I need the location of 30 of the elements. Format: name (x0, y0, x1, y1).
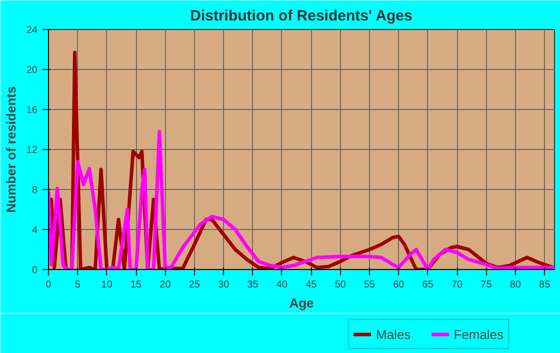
y-tick-label: 8 (32, 185, 38, 196)
x-tick-label: 45 (306, 280, 318, 290)
legend-label: Males (376, 326, 411, 342)
x-tick-label: 60 (393, 280, 405, 290)
chart-title: Distribution of Residents' Ages (190, 8, 412, 24)
y-tick-label: 4 (32, 225, 38, 236)
x-tick-label: 0 (46, 280, 52, 290)
x-tick-label: 55 (364, 280, 376, 290)
y-tick-label: 12 (26, 145, 38, 156)
y-tick-label: 0 (32, 265, 38, 276)
y-tick-label: 20 (26, 65, 38, 76)
y-tick-label: 24 (26, 25, 38, 36)
x-tick-label: 35 (247, 280, 259, 290)
x-tick-label: 85 (539, 280, 551, 290)
y-tick-label: 16 (26, 105, 38, 116)
x-tick-label: 5 (74, 280, 81, 290)
x-tick-label: 25 (188, 280, 200, 290)
x-tick-label: 40 (276, 280, 288, 290)
x-tick-label: 10 (101, 280, 113, 290)
x-tick-label: 70 (451, 280, 464, 290)
x-tick-label: 80 (510, 280, 522, 290)
x-tick-label: 50 (334, 280, 346, 290)
x-tick-label: 20 (160, 280, 172, 290)
x-tick-label: 65 (422, 280, 434, 290)
y-axis-title: Number of residents (3, 86, 18, 213)
x-tick-label: 30 (218, 280, 230, 290)
x-axis-title: Age (289, 296, 314, 310)
x-tick-label: 15 (130, 280, 142, 290)
legend-label: Females (454, 326, 504, 342)
x-tick-label: 75 (480, 280, 492, 290)
